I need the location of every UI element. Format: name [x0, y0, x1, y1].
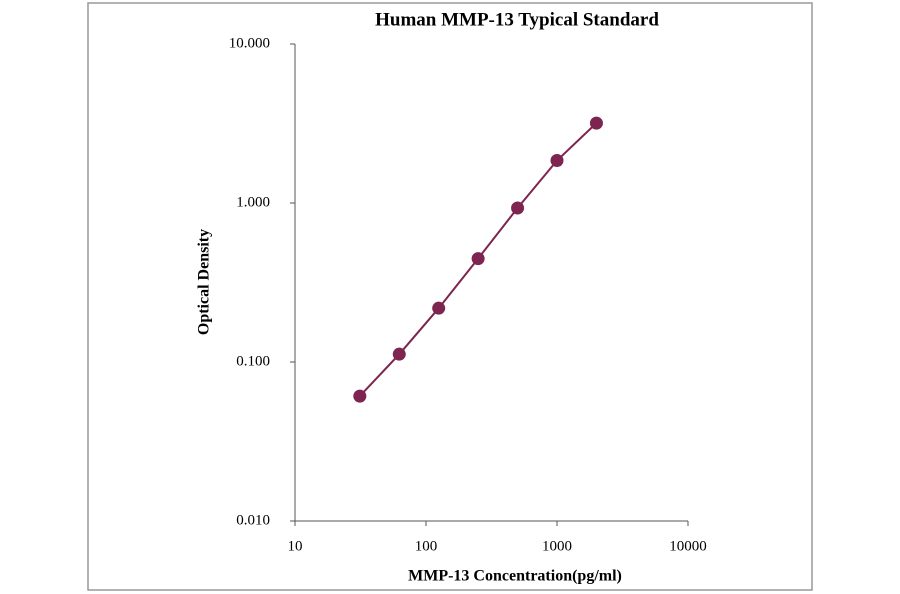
x-tick-label: 100 — [415, 538, 438, 554]
data-point — [471, 252, 485, 266]
x-axis-label: MMP-13 Concentration(pg/ml) — [408, 568, 622, 585]
x-tick-label: 1000 — [542, 538, 572, 554]
x-tick-label: 10000 — [669, 538, 707, 554]
y-tick-label: 0.010 — [236, 512, 270, 528]
chart-title: Human MMP-13 Typical Standard — [375, 9, 659, 30]
data-point — [550, 154, 564, 168]
data-point — [432, 301, 446, 315]
y-tick-label: 10.000 — [229, 35, 270, 51]
y-tick-label: 0.100 — [236, 353, 270, 369]
y-tick-label: 1.000 — [236, 194, 270, 210]
data-point — [511, 201, 525, 215]
y-axis-label: Optical Density — [196, 229, 213, 335]
data-point — [392, 347, 406, 361]
x-tick-label: 10 — [288, 538, 303, 554]
frame — [87, 2, 813, 591]
data-point — [353, 389, 367, 403]
data-point — [589, 116, 603, 130]
